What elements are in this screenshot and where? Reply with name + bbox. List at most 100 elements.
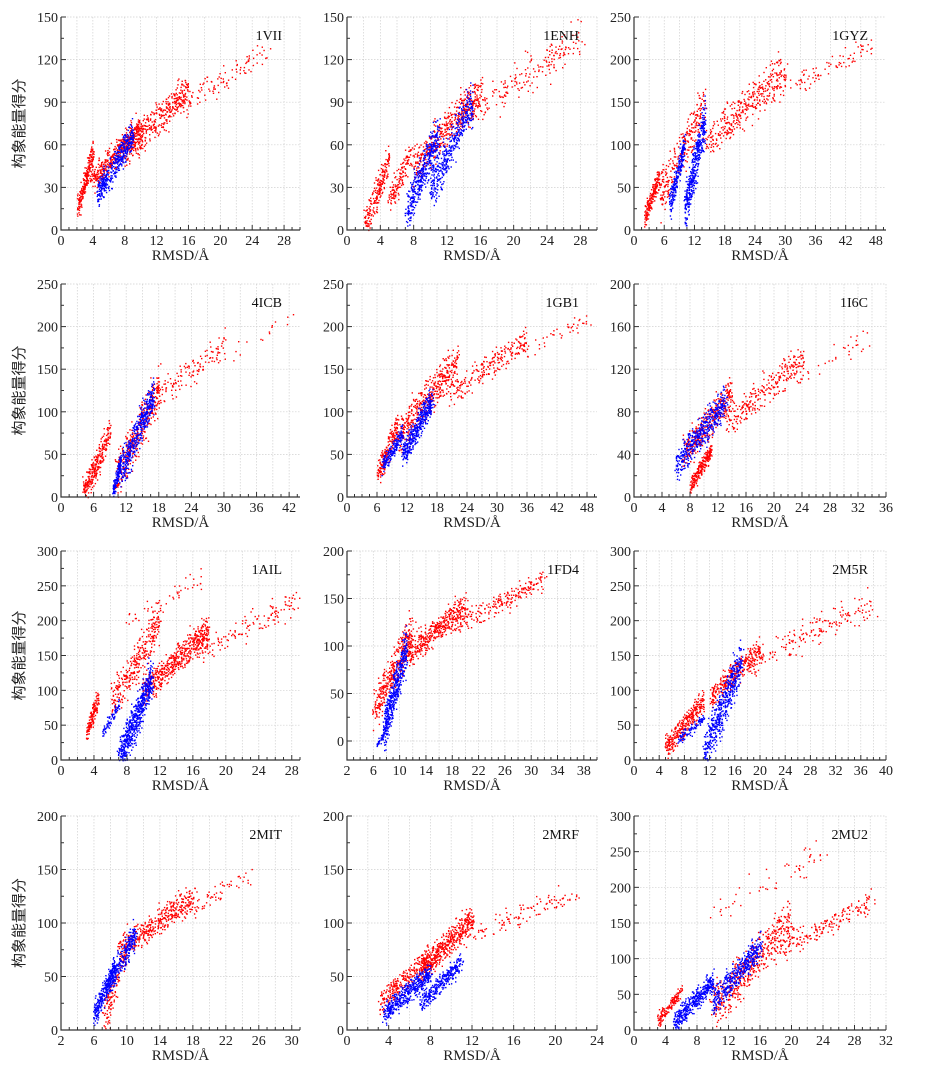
data-point	[443, 150, 446, 152]
data-point	[77, 208, 79, 211]
data-point	[269, 48, 272, 50]
data-point	[663, 193, 665, 195]
data-point	[684, 133, 687, 136]
data-point	[181, 91, 183, 93]
data-point	[425, 163, 427, 165]
x-tick-label: 28	[573, 234, 587, 249]
data-point	[111, 166, 113, 169]
data-point	[436, 147, 438, 149]
data-point	[173, 100, 176, 103]
data-point	[521, 73, 523, 75]
data-point	[671, 203, 673, 206]
data-point	[482, 83, 484, 85]
data-point	[433, 166, 435, 168]
data-point	[102, 176, 104, 178]
data-point	[114, 160, 117, 162]
data-point	[779, 87, 781, 89]
data-point	[751, 105, 754, 108]
data-point	[698, 94, 700, 97]
data-point	[674, 199, 676, 201]
data-point	[383, 187, 386, 190]
data-point	[102, 196, 105, 199]
x-tick-label: 20	[507, 234, 521, 249]
data-point	[502, 96, 504, 99]
data-point	[650, 202, 652, 204]
data-point	[450, 149, 452, 151]
data-point	[645, 210, 647, 212]
data-point	[394, 197, 396, 199]
data-point	[97, 200, 100, 203]
data-point	[704, 95, 706, 97]
data-point	[172, 107, 175, 109]
data-point	[138, 121, 141, 123]
data-point	[453, 139, 455, 141]
data-point	[144, 136, 146, 139]
data-point	[698, 146, 700, 148]
data-point	[81, 197, 84, 199]
data-point	[187, 90, 189, 92]
data-point	[161, 126, 163, 128]
data-point	[836, 66, 839, 69]
data-point	[369, 210, 371, 212]
data-point	[439, 144, 442, 146]
data-point	[690, 171, 692, 173]
data-point	[400, 169, 402, 171]
data-point	[693, 159, 696, 161]
data-point	[430, 155, 432, 157]
data-point	[439, 150, 441, 152]
data-point	[116, 161, 118, 164]
data-point	[477, 98, 479, 100]
data-point	[475, 103, 477, 105]
data-point	[420, 175, 422, 178]
data-point	[722, 135, 725, 137]
data-point	[409, 202, 412, 204]
data-point	[386, 175, 388, 177]
data-point	[367, 212, 369, 214]
data-point	[696, 155, 698, 158]
data-point	[90, 151, 92, 153]
data-point	[384, 174, 386, 177]
data-point	[383, 182, 386, 185]
data-point	[143, 132, 145, 135]
data-point	[235, 60, 237, 62]
data-point	[737, 101, 740, 103]
data-point	[397, 184, 399, 186]
data-point	[504, 80, 506, 82]
data-point	[432, 134, 434, 137]
data-point	[437, 139, 440, 141]
data-point	[413, 189, 415, 191]
data-point	[190, 105, 192, 107]
data-point	[376, 198, 378, 200]
data-point	[690, 190, 693, 192]
data-point	[456, 127, 458, 129]
data-point	[504, 82, 506, 84]
series-red	[644, 39, 873, 228]
data-point	[785, 76, 787, 78]
data-point	[401, 179, 404, 181]
data-point	[442, 183, 444, 185]
data-point	[434, 146, 436, 148]
data-point	[174, 102, 176, 105]
data-point	[780, 71, 782, 73]
data-point	[140, 127, 143, 129]
data-point	[562, 54, 565, 57]
data-point	[753, 91, 755, 93]
data-point	[104, 176, 106, 179]
axes	[60, 17, 300, 231]
data-point	[717, 144, 719, 146]
data-point	[428, 159, 431, 161]
data-point	[97, 171, 99, 173]
data-point	[438, 175, 440, 177]
data-point	[679, 180, 681, 182]
data-point	[127, 147, 129, 149]
data-point	[110, 175, 112, 177]
data-point	[476, 88, 478, 91]
data-point	[152, 112, 154, 114]
data-point	[549, 45, 551, 48]
data-point	[129, 124, 132, 126]
data-point	[176, 106, 178, 109]
data-point	[419, 172, 422, 174]
data-point	[385, 158, 387, 161]
data-point	[678, 157, 680, 159]
data-point	[444, 165, 446, 167]
